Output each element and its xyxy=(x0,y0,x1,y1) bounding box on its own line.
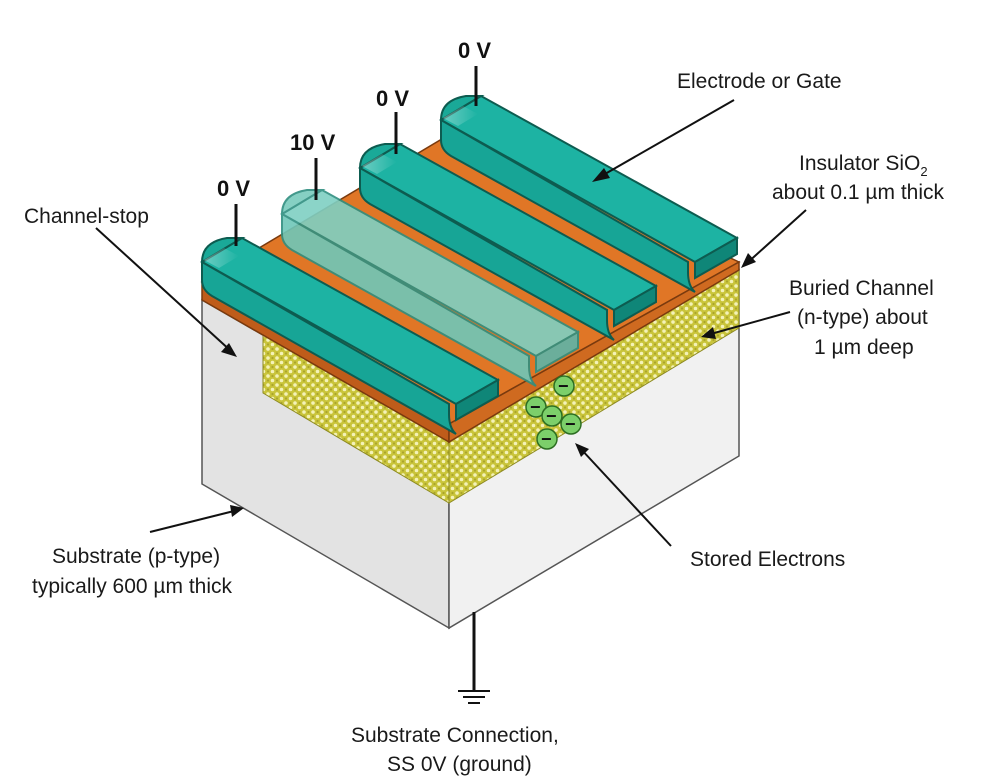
gate-electrode-4 xyxy=(439,94,740,293)
label-substrate-connection-2: SS 0V (ground) xyxy=(387,753,532,776)
leader-channel-stop xyxy=(95,227,237,357)
electron-icon: − xyxy=(536,428,558,450)
voltage-label-gate-1: 0 V xyxy=(217,176,250,201)
voltage-label-gate-2: 10 V xyxy=(290,130,336,155)
stored-electrons-cluster: − − − − − xyxy=(525,375,582,450)
label-buried-channel-1: Buried Channel xyxy=(789,277,934,300)
svg-text:−: − xyxy=(558,376,569,396)
electron-icon: − xyxy=(541,405,563,427)
label-electrode: Electrode or Gate xyxy=(677,70,842,93)
gate-electrode-2-active xyxy=(280,188,581,387)
ground-icon xyxy=(458,612,490,704)
leader-stored-electrons xyxy=(575,443,672,547)
label-stored-electrons: Stored Electrons xyxy=(690,548,845,571)
gate-electrode-1 xyxy=(200,236,501,435)
voltage-label-gate-3: 0 V xyxy=(376,86,409,111)
oxide-right-face xyxy=(448,260,740,444)
label-substrate-connection-1: Substrate Connection, xyxy=(351,724,559,747)
leader-buried-channel xyxy=(701,311,791,339)
electron-icon: − xyxy=(525,396,547,418)
electron-icon: − xyxy=(553,375,575,397)
leader-electrode xyxy=(592,99,735,182)
label-insulator: Insulator SiO2 xyxy=(799,152,928,179)
svg-text:−: − xyxy=(546,406,557,426)
label-insulator-thickness: about 0.1 µm thick xyxy=(772,181,945,204)
svg-text:−: − xyxy=(565,414,576,434)
gate-electrode-3 xyxy=(358,142,659,341)
svg-text:−: − xyxy=(530,397,541,417)
label-insulator-main: Insulator SiO xyxy=(799,152,920,175)
label-channel-stop: Channel-stop xyxy=(24,205,149,228)
label-substrate-1: Substrate (p-type) xyxy=(52,545,220,568)
label-buried-channel-2: (n-type) about xyxy=(797,306,928,329)
voltage-label-gate-4: 0 V xyxy=(458,38,491,63)
label-buried-channel-3: 1 µm deep xyxy=(814,336,914,359)
leader-insulator xyxy=(741,209,807,268)
label-insulator-subscript: 2 xyxy=(920,164,927,179)
electron-icon: − xyxy=(560,413,582,435)
svg-text:−: − xyxy=(541,429,552,449)
label-substrate-2: typically 600 µm thick xyxy=(32,575,233,598)
leader-substrate xyxy=(149,505,244,533)
